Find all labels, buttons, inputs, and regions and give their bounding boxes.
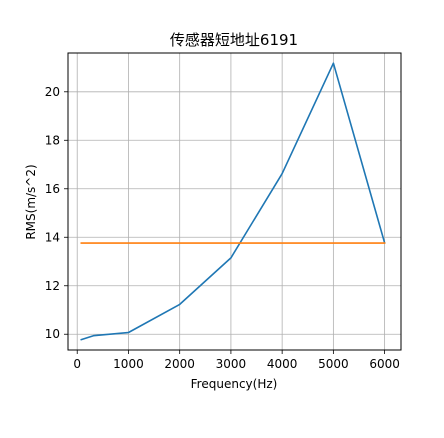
x-axis-label: Frequency(Hz) (191, 377, 278, 391)
y-tick-label: 12 (45, 279, 60, 293)
x-tick-label: 1000 (113, 357, 144, 371)
data-series (80, 62, 386, 341)
x-tick-label: 4000 (267, 357, 298, 371)
x-tick-label: 2000 (164, 357, 195, 371)
y-tick-label: 18 (45, 133, 60, 147)
x-axis-ticks: 0 1000 2000 3000 4000 5000 6000 (73, 350, 400, 371)
y-axis-ticks: 10 12 14 16 18 20 (45, 85, 68, 341)
y-tick-label: 20 (45, 85, 60, 99)
y-tick-label: 10 (45, 327, 60, 341)
y-tick-label: 16 (45, 182, 60, 196)
grid-lines (68, 53, 401, 350)
x-tick-label: 6000 (369, 357, 400, 371)
x-tick-label: 0 (73, 357, 81, 371)
rms-series-line (80, 62, 386, 341)
y-axis-label: RMS(m/s^2) (24, 164, 38, 239)
y-tick-label: 14 (45, 230, 60, 244)
chart-title: 传感器短地址6191 (170, 31, 298, 49)
plot-frame (67, 52, 402, 351)
x-tick-label: 3000 (216, 357, 247, 371)
x-tick-label: 5000 (318, 357, 349, 371)
plot-area (68, 53, 401, 350)
